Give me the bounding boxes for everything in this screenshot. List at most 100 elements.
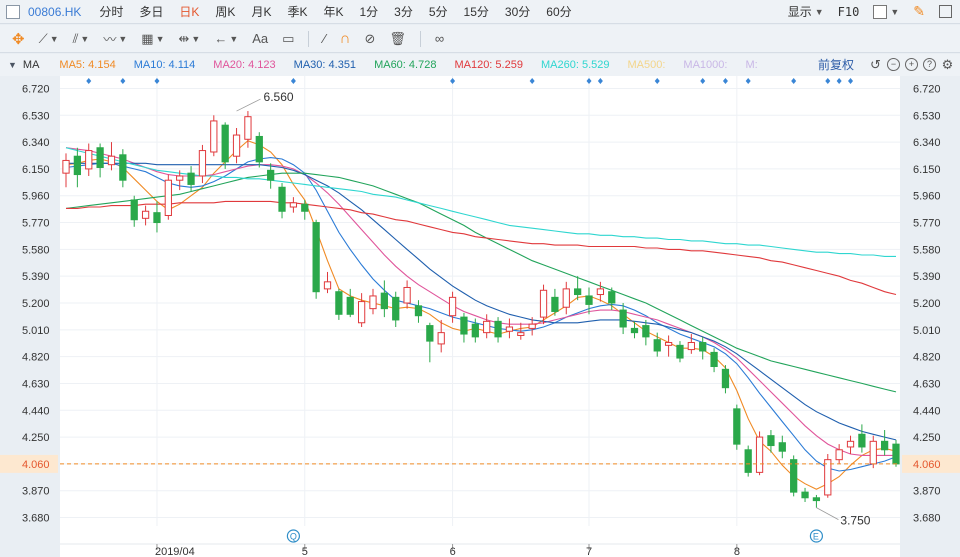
measure-tool-icon[interactable]: ▦ ▼: [141, 30, 165, 46]
ma-legend-name: MA120:: [454, 59, 493, 71]
candle-down: [301, 203, 309, 212]
link-icon[interactable]: ∞: [434, 31, 445, 46]
period-tab[interactable]: 年K: [323, 4, 344, 19]
candle-up: [62, 159, 70, 174]
adjust-mode-button[interactable]: 前复权: [817, 58, 854, 72]
period-tab[interactable]: 周K: [215, 4, 236, 19]
candle-down: [733, 408, 741, 445]
period-tab[interactable]: 分时: [99, 4, 124, 19]
period-tab[interactable]: 15分: [463, 4, 489, 19]
candle-down: [585, 295, 593, 305]
ma-legend-value: 5.259: [492, 59, 523, 71]
y-tick-label-right: 5.580: [913, 244, 941, 256]
window-toggle[interactable]: [939, 5, 960, 18]
period-tab[interactable]: 1分: [359, 4, 379, 19]
note-tool-icon[interactable]: ▭: [282, 30, 295, 46]
magnet-icon[interactable]: ∩: [339, 30, 351, 47]
ma-line-ma60: [65, 172, 897, 393]
candle-up: [687, 342, 695, 351]
period-tab[interactable]: 30分: [504, 4, 531, 19]
period-tab[interactable]: 季K: [287, 4, 308, 19]
delete-drawings-icon[interactable]: 🗑: [389, 30, 406, 46]
pencil-icon[interactable]: ✎: [913, 3, 925, 19]
period-tab[interactable]: 日K: [179, 4, 200, 19]
range-tool-icon[interactable]: ⇹ ▼: [178, 30, 201, 46]
candle-down: [73, 155, 81, 176]
ma-label: MA: [22, 59, 40, 71]
settings-icon[interactable]: ⚙: [941, 57, 954, 72]
y-tick-label-right: 5.200: [913, 298, 941, 310]
tool-divider: [308, 30, 310, 47]
event-diamond: [848, 78, 854, 84]
hide-drawings-icon[interactable]: ⊘: [364, 30, 376, 46]
ma-legend-item[interactable]: MA1000:: [683, 59, 727, 71]
zoom-out-icon[interactable]: −: [887, 58, 900, 71]
candle-down: [460, 316, 468, 335]
help-icon[interactable]: ?: [923, 58, 936, 71]
ma-legend-item[interactable]: MA30: 4.351: [294, 59, 356, 71]
ma-legend-item[interactable]: M:: [745, 59, 757, 71]
candle-down: [119, 154, 127, 181]
display-menu[interactable]: 显示 ▼: [788, 3, 824, 20]
arrow-tool-icon[interactable]: ← ▼: [214, 31, 239, 46]
zoom-in-icon[interactable]: +: [905, 58, 918, 71]
line-tool-icon[interactable]: ⟋ ▼: [38, 30, 59, 46]
candle-down: [426, 325, 434, 342]
ma-legend-name: MA60:: [374, 59, 406, 71]
ruler-icon[interactable]: ∕: [323, 31, 326, 46]
event-marker[interactable]: [809, 529, 824, 543]
candle-up: [289, 202, 298, 208]
candle-down: [881, 440, 889, 451]
y-tick-label-right: 5.960: [913, 191, 941, 203]
ma-legend-item[interactable]: MA260: 5.529: [541, 59, 610, 71]
kline-chart[interactable]: 6.720 6.720 6.530 6.530 6.340 6.340 6.150 6.150…: [0, 76, 960, 557]
event-diamond: [86, 78, 92, 84]
candle-down: [858, 433, 866, 448]
drawing-toolbar: ✥ ⟋ ▼ ⫽ ▼ 〰 ▼ ▦ ▼ ⇹ ▼ ← ▼ Aa ▭ ∕ ∩ ⊘ 🗑 ∞: [0, 25, 960, 53]
event-marker[interactable]: [286, 529, 300, 543]
ma-legend-item[interactable]: MA120: 5.259: [454, 59, 523, 71]
candle-down: [414, 305, 423, 317]
layout-menu[interactable]: ▼: [873, 4, 900, 19]
wave-tool-icon[interactable]: 〰 ▼: [103, 32, 128, 47]
candle-down: [892, 443, 900, 465]
ma-legend-item[interactable]: MA5: 4.154: [59, 59, 115, 71]
ma-legend-item[interactable]: MA500:: [627, 59, 665, 71]
candle-up: [448, 296, 457, 317]
ma-legend-value: 4.351: [325, 59, 357, 71]
high-pointer: [236, 98, 261, 112]
event-diamond: [597, 78, 603, 84]
candle-up: [562, 288, 570, 308]
period-tab[interactable]: 多日: [139, 4, 164, 19]
candle-down: [130, 199, 138, 221]
ma-legend-item[interactable]: MA60: 4.728: [374, 59, 436, 71]
y-tick-label-right: 5.010: [913, 325, 941, 337]
collapse-icon[interactable]: ▼: [8, 60, 17, 70]
period-tab[interactable]: 5分: [428, 4, 448, 19]
window-checkbox[interactable]: [6, 4, 20, 19]
channel-tool-icon[interactable]: ⫽ ▼: [72, 30, 90, 46]
x-axis-band: [60, 526, 900, 557]
display-label: 显示: [787, 5, 812, 19]
candle-up: [198, 150, 207, 177]
ma-legend-name: MA1000:: [683, 59, 728, 71]
ma-legend-name: MA10:: [133, 59, 166, 71]
reset-icon[interactable]: ↺: [870, 57, 881, 72]
candle-up: [369, 295, 377, 310]
ma-legend-item[interactable]: MA20: 4.123: [213, 59, 275, 71]
x-axis-label: 5: [302, 546, 308, 557]
period-tab[interactable]: 3分: [394, 4, 413, 19]
candle-down: [471, 323, 479, 338]
candle-up: [824, 459, 832, 496]
text-tool-icon[interactable]: Aa: [252, 31, 268, 46]
stock-symbol[interactable]: 00806.HK: [28, 4, 82, 19]
layout-icon: [873, 4, 888, 19]
f10-button[interactable]: F10: [838, 5, 860, 19]
chevron-down-icon: ▼: [890, 6, 900, 17]
high-price-label: 6.560: [264, 90, 294, 104]
period-tab[interactable]: 60分: [546, 4, 572, 19]
crosshair-move-icon[interactable]: ✥: [12, 30, 25, 48]
period-tab[interactable]: 月K: [251, 4, 272, 19]
ma-legend-item[interactable]: MA10: 4.114: [134, 59, 196, 71]
candle-up: [141, 210, 150, 219]
